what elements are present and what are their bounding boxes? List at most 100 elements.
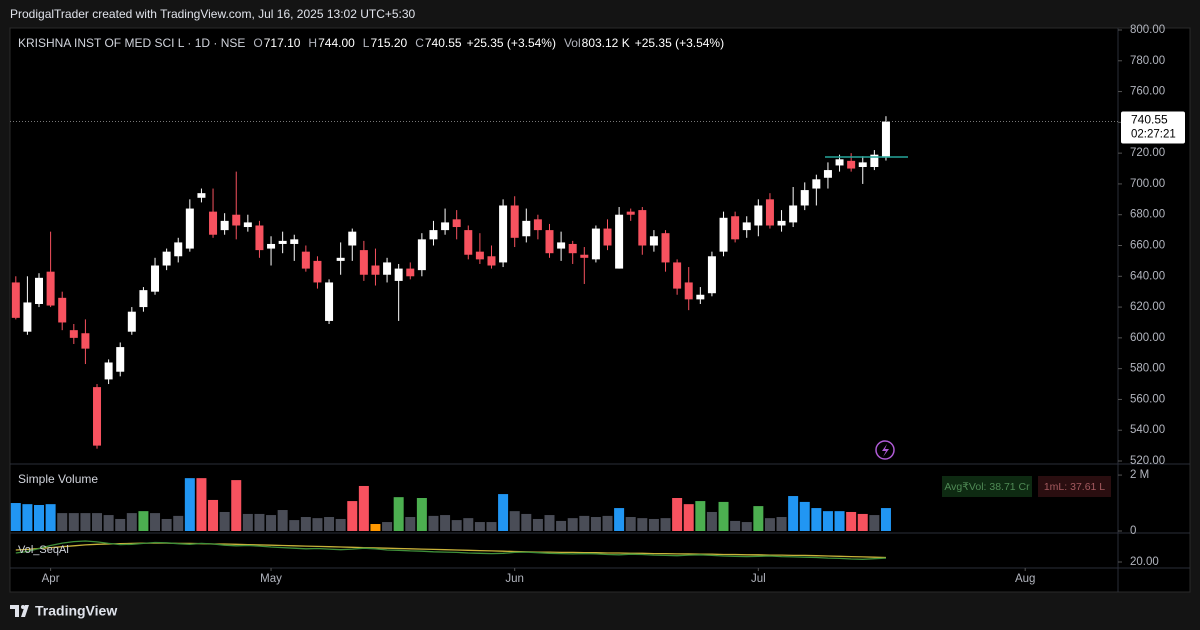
candle-body — [185, 208, 194, 249]
volume-bar — [753, 506, 764, 531]
volume-bar — [358, 485, 369, 531]
volume-bar — [416, 498, 427, 531]
candle-body — [93, 387, 102, 446]
volume-bar — [869, 515, 880, 531]
candle-body — [301, 251, 310, 269]
candle-body — [545, 230, 554, 254]
volume-bar — [324, 517, 335, 531]
volume-bar — [10, 503, 21, 531]
candle-body — [11, 282, 20, 318]
legend-text: 744.00 — [318, 36, 355, 50]
volume-bar — [509, 511, 520, 531]
candle-body — [626, 211, 635, 215]
volume-bar — [521, 513, 532, 531]
legend-text: 715.20 — [370, 36, 407, 50]
candle-body — [371, 265, 380, 275]
volume-bar — [254, 513, 265, 531]
volume-bar — [196, 478, 207, 531]
candle-body — [696, 294, 705, 300]
volume-bar — [532, 518, 543, 531]
volume-bar — [625, 517, 636, 531]
volume-bar — [683, 504, 694, 531]
volume-bar — [846, 511, 857, 531]
candle-body — [359, 250, 368, 275]
volume-bar — [150, 513, 161, 531]
candle-body — [847, 160, 856, 169]
candle-body — [464, 230, 473, 255]
indicator-line — [15, 540, 887, 560]
candle-body — [684, 282, 693, 300]
volume-bar — [498, 494, 509, 531]
candle-body — [417, 239, 426, 271]
candle-body — [313, 260, 322, 283]
plot — [10, 116, 891, 560]
y-tick-label: 720.00 — [1130, 147, 1165, 159]
y-tick-label: 800.00 — [1130, 24, 1165, 36]
volume-bar — [474, 522, 485, 531]
badge-text: Avg₹Vol: 38.71 Cr — [944, 481, 1030, 493]
volume-bar — [92, 513, 103, 531]
candle-body — [58, 297, 67, 323]
volume-bar — [22, 504, 33, 531]
volume-bar — [648, 518, 659, 531]
candle-body — [452, 219, 461, 228]
volume-bar — [242, 513, 253, 531]
candle-body — [278, 240, 287, 244]
candle-body — [232, 214, 241, 226]
candle-body — [151, 265, 160, 292]
candle-body — [533, 219, 542, 231]
volume-bar — [695, 501, 706, 531]
candle-body — [661, 233, 670, 263]
y-tick-label: 560.00 — [1130, 393, 1165, 405]
volume-title: Simple Volume — [18, 472, 98, 486]
indicator-tick-label: 20.00 — [1130, 556, 1159, 568]
candle-body — [731, 216, 740, 240]
volume-bar — [231, 480, 242, 531]
y-tick-label: 580.00 — [1130, 363, 1165, 375]
volume-bar — [880, 508, 891, 531]
candle-body — [858, 162, 867, 167]
volume-bar — [347, 501, 358, 531]
volume-bar — [312, 518, 323, 531]
volume-bar — [208, 499, 219, 531]
volume-bar — [45, 504, 56, 531]
candle-body — [441, 222, 450, 231]
volume-bar — [173, 515, 184, 531]
candle-body — [348, 231, 357, 246]
candle-body — [510, 205, 519, 238]
candle-body — [209, 211, 218, 235]
candle-body — [800, 190, 809, 206]
volume-bar — [834, 511, 845, 531]
candle-body — [591, 228, 600, 260]
candle-body — [557, 242, 566, 249]
top-bar-text: ProdigalTrader created with TradingView.… — [10, 7, 416, 21]
volume-bar — [57, 513, 68, 531]
candle-body — [881, 121, 890, 158]
volume-bar — [266, 515, 277, 531]
x-tick-label: Jul — [751, 573, 766, 585]
volume-bar — [556, 520, 567, 531]
volume-bar — [80, 513, 91, 531]
candle-body — [139, 290, 148, 308]
legend-text: H — [308, 36, 317, 50]
candle-body — [522, 220, 531, 237]
candle-body — [406, 268, 415, 277]
x-tick-label: Apr — [42, 573, 60, 585]
legend-text: C — [415, 36, 424, 50]
volume-bar — [567, 518, 578, 531]
volume-bar — [115, 518, 126, 531]
volume-bar — [730, 520, 741, 531]
volume-bar — [706, 511, 717, 531]
candle-body — [823, 170, 832, 178]
volume-bar — [382, 522, 393, 531]
legend-text: 803.12 K — [582, 36, 630, 50]
candle-body — [429, 230, 438, 240]
volume-bar — [486, 522, 497, 531]
legend-text: L — [363, 36, 370, 50]
volume-bar — [138, 511, 149, 531]
volume-bar — [126, 513, 137, 531]
candle-body — [742, 222, 751, 231]
volume-bar — [672, 498, 683, 531]
legend-text: KRISHNA INST OF MED SCI L · 1D · NSE — [18, 36, 245, 50]
